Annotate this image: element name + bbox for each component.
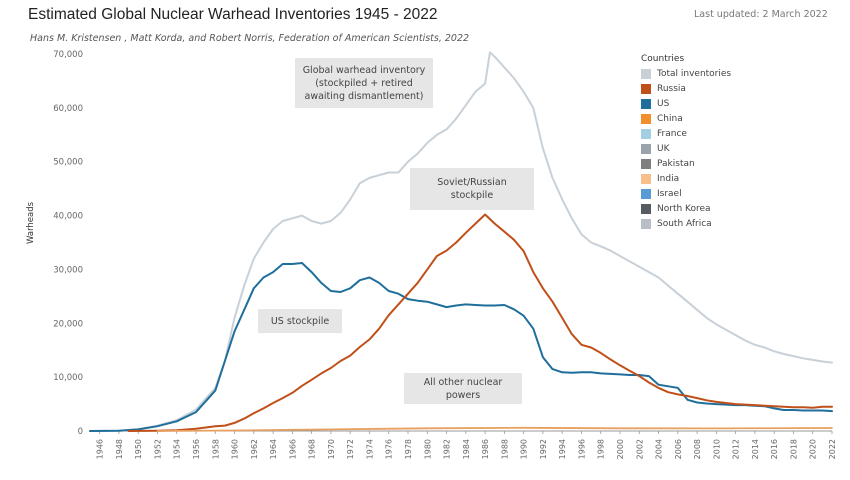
x-tick-label: 1982 xyxy=(443,439,452,459)
x-tick-label: 2020 xyxy=(809,439,818,459)
x-tick-label: 1976 xyxy=(385,439,394,459)
x-tick-label: 1946 xyxy=(96,439,105,459)
annotation-us-stockpile: US stockpile xyxy=(258,309,342,333)
legend-swatch xyxy=(641,83,651,94)
legend-swatch xyxy=(641,98,651,109)
legend-item[interactable]: Israel xyxy=(641,186,731,201)
x-tick-label: 2004 xyxy=(655,439,664,459)
legend-label: North Korea xyxy=(657,203,711,214)
legend-swatch xyxy=(641,68,651,79)
legend-label: France xyxy=(657,128,687,139)
x-tick-label: 1952 xyxy=(153,439,162,459)
legend-item[interactable]: India xyxy=(641,171,731,186)
annotation-other-powers: All other nuclear powers xyxy=(404,373,522,404)
x-tick-label: 1990 xyxy=(520,439,529,459)
chart-subtitle: Hans M. Kristensen , Matt Korda, and Rob… xyxy=(30,33,470,44)
legend-label: China xyxy=(657,113,683,124)
y-tick-label: 70,000 xyxy=(53,50,83,60)
legend-label: UK xyxy=(657,143,670,154)
x-tick-label: 1998 xyxy=(597,439,606,459)
legend-swatch xyxy=(641,128,651,139)
legend-swatch xyxy=(641,143,651,154)
legend-item[interactable]: US xyxy=(641,96,731,111)
legend-item[interactable]: South Africa xyxy=(641,216,731,231)
x-tick-label: 1968 xyxy=(308,439,317,459)
x-tick-label: 1972 xyxy=(346,439,355,459)
y-tick-label: 10,000 xyxy=(53,373,83,383)
legend-swatch xyxy=(641,113,651,124)
legend-swatch xyxy=(641,218,651,229)
x-tick-label: 1984 xyxy=(462,439,471,459)
x-tick-label: 1994 xyxy=(558,439,567,459)
legend-item[interactable]: North Korea xyxy=(641,201,731,216)
x-tick-label: 1986 xyxy=(481,439,490,459)
legend-item[interactable]: UK xyxy=(641,141,731,156)
x-tick-label: 1980 xyxy=(423,439,432,459)
x-tick-label: 2008 xyxy=(693,439,702,459)
x-tick-label: 1966 xyxy=(288,439,297,459)
legend-item[interactable]: Pakistan xyxy=(641,156,731,171)
series-line-all-other-nuclear-powers xyxy=(156,426,833,432)
x-tick-label: 1962 xyxy=(250,439,259,459)
legend-swatch xyxy=(641,203,651,214)
y-tick-label: 60,000 xyxy=(53,104,83,114)
x-tick-label: 1978 xyxy=(404,439,413,459)
x-tick-label: 2002 xyxy=(635,439,644,459)
x-tick-label: 2022 xyxy=(828,439,837,459)
series-line-us xyxy=(89,262,833,432)
x-tick-label: 1954 xyxy=(173,439,182,459)
legend-label: US xyxy=(657,98,670,109)
y-tick-label: 40,000 xyxy=(53,212,83,222)
x-tick-label: 1964 xyxy=(269,439,278,459)
legend-label: Total inventories xyxy=(657,68,732,79)
x-tick-label: 1988 xyxy=(500,439,509,459)
x-tick-label: 1992 xyxy=(539,439,548,459)
x-tick-label: 1970 xyxy=(327,439,336,459)
x-tick-label: 2000 xyxy=(616,439,625,459)
legend-label: Russia xyxy=(657,83,686,94)
x-tick-label: 1958 xyxy=(211,439,220,459)
legend-item[interactable]: France xyxy=(641,126,731,141)
x-tick-label: 2018 xyxy=(789,439,798,459)
legend-item[interactable]: Total inventories xyxy=(641,66,731,81)
chart-title: Estimated Global Nuclear Warhead Invento… xyxy=(28,6,438,23)
x-tick-label: 2016 xyxy=(770,439,779,459)
legend-label: South Africa xyxy=(657,218,712,229)
x-tick-label: 1956 xyxy=(192,439,201,459)
y-tick-label: 50,000 xyxy=(53,158,83,168)
legend-label: Israel xyxy=(657,188,682,199)
x-tick-label: 2006 xyxy=(674,439,683,459)
annotation-global-inventory: Global warhead inventory (stockpiled + r… xyxy=(295,58,433,108)
legend-label: India xyxy=(657,173,680,184)
y-tick-label: 30,000 xyxy=(53,265,83,275)
annotation-soviet-stockpile: Soviet/Russian stockpile xyxy=(410,168,534,210)
y-axis-title: Warheads xyxy=(26,201,36,244)
x-tick-label: 1960 xyxy=(231,439,240,459)
last-updated-label: Last updated: 2 March 2022 xyxy=(694,9,828,20)
legend-swatch xyxy=(641,158,651,169)
x-tick-label: 2014 xyxy=(751,439,760,459)
x-tick-label: 1996 xyxy=(577,439,586,459)
x-tick-label: 2010 xyxy=(712,439,721,459)
legend-swatch xyxy=(641,173,651,184)
x-tick-label: 1948 xyxy=(115,439,124,459)
series-line-total-inventories xyxy=(89,51,833,432)
legend-item[interactable]: China xyxy=(641,111,731,126)
x-tick-label: 1974 xyxy=(365,439,374,459)
y-tick-label: 20,000 xyxy=(53,319,83,329)
legend: Countries Total inventories Russia US China… xyxy=(641,54,731,231)
x-tick-label: 2012 xyxy=(732,439,741,459)
series-line-russia xyxy=(127,213,833,432)
x-tick-label: 1950 xyxy=(134,439,143,459)
legend-label: Pakistan xyxy=(657,158,695,169)
legend-swatch xyxy=(641,188,651,199)
y-tick-label: 0 xyxy=(78,427,83,437)
legend-title: Countries xyxy=(641,54,685,64)
legend-item[interactable]: Russia xyxy=(641,81,731,96)
